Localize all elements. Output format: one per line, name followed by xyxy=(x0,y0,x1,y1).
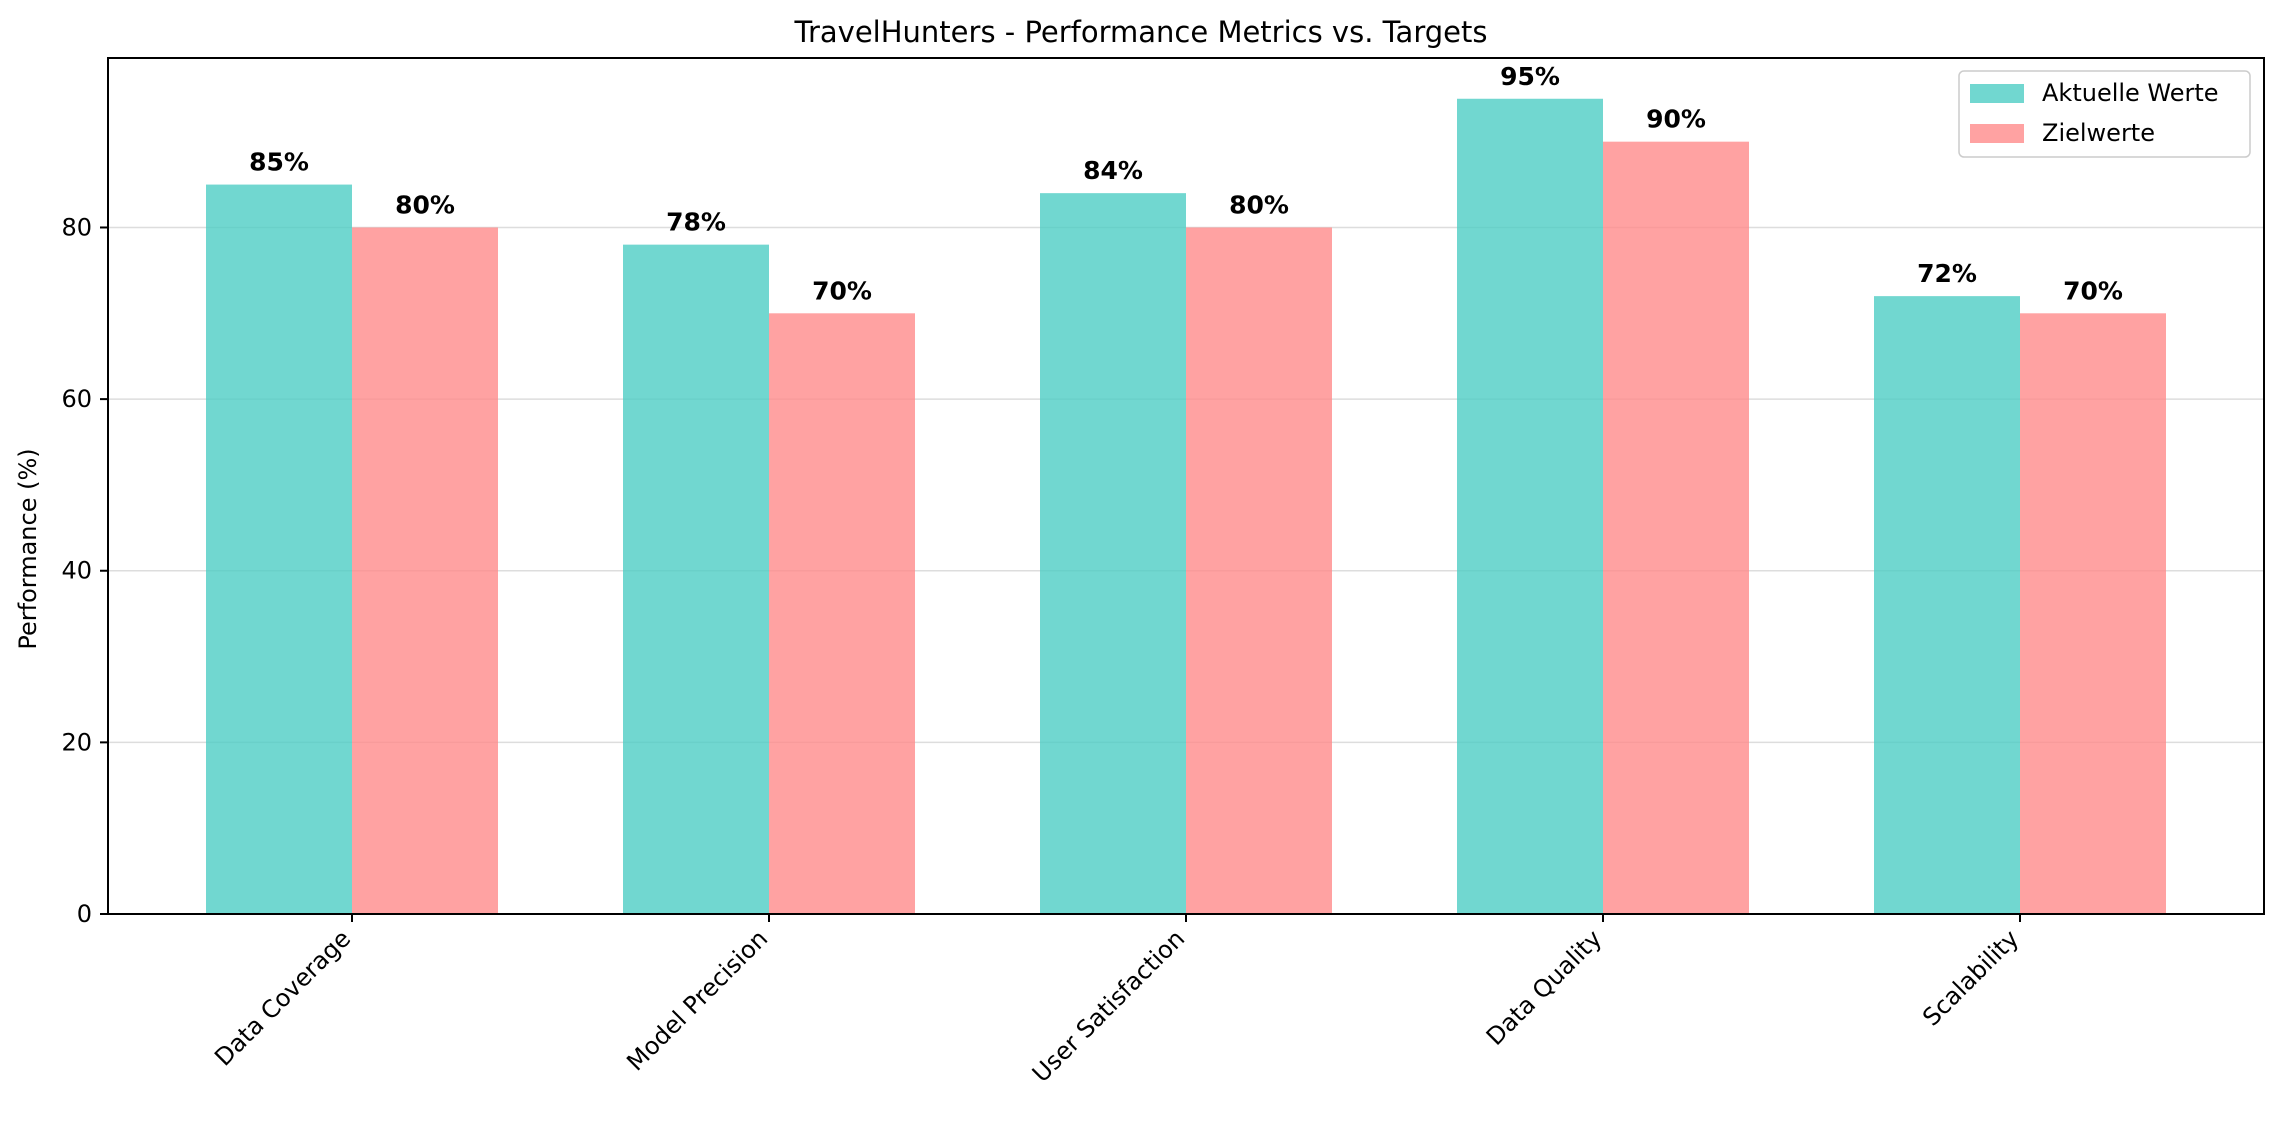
data-label: 95% xyxy=(1500,62,1560,91)
legend-swatch-aktuelle-werte xyxy=(1970,84,2024,103)
data-label: 72% xyxy=(1917,259,1977,288)
legend-label-zielwerte: Zielwerte xyxy=(2042,119,2155,147)
bar xyxy=(2020,313,2166,915)
bar xyxy=(206,184,352,915)
y-tick-label: 40 xyxy=(61,557,92,585)
bars xyxy=(206,98,2166,915)
y-axis-ticks: 0 20 40 60 80 xyxy=(61,213,108,928)
data-label: 85% xyxy=(249,148,309,177)
y-tick-label: 20 xyxy=(61,728,92,756)
bar xyxy=(1874,296,2020,914)
bar xyxy=(623,244,769,915)
value-labels: 85% 78% 84% 95% 72% 80% 70% 80% 90% 70% xyxy=(249,62,2123,306)
legend-label-aktuelle-werte: Aktuelle Werte xyxy=(2042,79,2219,107)
data-label: 70% xyxy=(812,276,872,305)
bar xyxy=(1603,141,1749,914)
bar xyxy=(1457,98,1603,914)
bar xyxy=(1040,193,1186,914)
data-label: 78% xyxy=(666,208,726,237)
y-tick-label: 0 xyxy=(77,900,92,928)
data-label: 80% xyxy=(1229,190,1289,219)
legend-swatch-zielwerte xyxy=(1970,124,2024,143)
bar xyxy=(352,227,498,914)
data-label: 84% xyxy=(1083,156,1143,185)
data-label: 90% xyxy=(1646,105,1706,134)
legend-frame xyxy=(1958,70,2251,158)
chart-title: TravelHunters - Performance Metrics vs. … xyxy=(794,15,1488,49)
bar xyxy=(769,313,915,915)
y-tick-label: 80 xyxy=(61,213,92,241)
bar xyxy=(1186,227,1332,914)
legend: Aktuelle Werte Zielwerte xyxy=(1958,70,2251,158)
y-axis-label: Performance (%) xyxy=(14,448,42,649)
data-label: 70% xyxy=(2063,276,2123,305)
y-tick-label: 60 xyxy=(61,385,92,413)
data-label: 80% xyxy=(395,190,455,219)
